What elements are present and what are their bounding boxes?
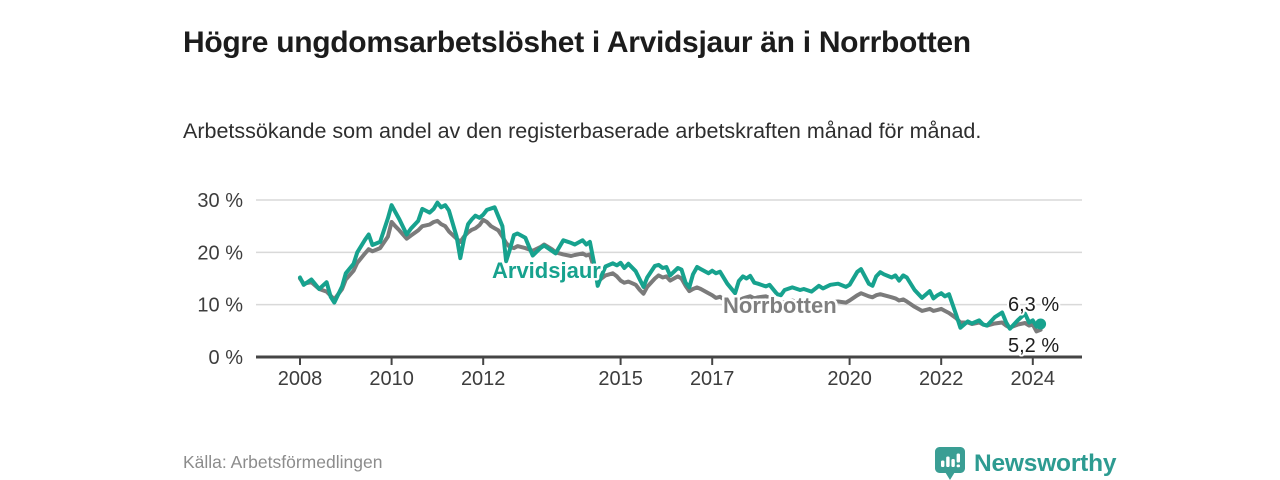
series-label-arvidsjaur: Arvidsjaur xyxy=(492,258,601,283)
page-title: Högre ungdomsarbetslöshet i Arvidsjaur ä… xyxy=(183,26,971,60)
x-tick-label: 2020 xyxy=(827,368,872,390)
x-tick-label: 2008 xyxy=(278,368,323,390)
source-attribution: Källa: Arbetsförmedlingen xyxy=(183,452,383,472)
end-value-label-norrbotten: 5,2 % xyxy=(1008,335,1059,357)
y-tick-label: 20 % xyxy=(197,242,243,264)
y-tick-label: 0 % xyxy=(209,347,244,369)
end-value-label-arvidsjaur: 6,3 % xyxy=(1008,294,1059,316)
gridlines xyxy=(256,199,1082,306)
x-tick-label: 2017 xyxy=(690,368,735,390)
x-tick-label: 2010 xyxy=(369,368,414,390)
series-line-norrbotten xyxy=(298,217,1043,334)
x-axis: 2008 2010 2012 2015 2017 2020 2022 2024 0 % 10 % 2… xyxy=(197,190,1082,390)
series-line-arvidsjaur xyxy=(298,200,1043,331)
x-tick-label: 2015 xyxy=(598,368,643,390)
newsworthy-logo: Newsworthy xyxy=(935,447,1117,480)
x-tick-label: 2024 xyxy=(1011,368,1056,390)
series-end-dot xyxy=(1035,318,1047,330)
y-tick-label: 10 % xyxy=(197,295,243,317)
series-label-norrbotten: Norrbotten xyxy=(723,293,837,318)
x-tick-label: 2022 xyxy=(919,368,964,390)
series-lines xyxy=(298,200,1043,334)
unemployment-line-chart: 2008 2010 2012 2015 2017 2020 2022 2024 0 % 10 % 2… xyxy=(197,190,1082,390)
chart-subtitle: Arbetssökande som andel av den registerb… xyxy=(183,118,982,143)
y-tick-label: 30 % xyxy=(197,190,243,212)
x-tick-label: 2012 xyxy=(461,368,506,390)
bar-chart-pin-icon xyxy=(935,447,965,480)
newsworthy-wordmark: Newsworthy xyxy=(974,449,1117,477)
